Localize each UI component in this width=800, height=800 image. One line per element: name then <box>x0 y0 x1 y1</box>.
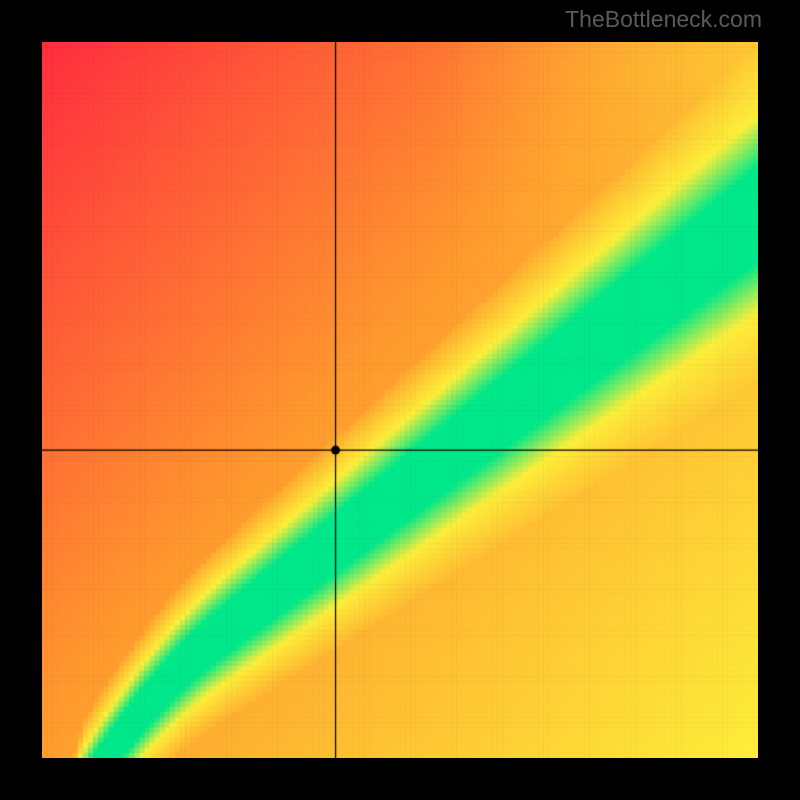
chart-frame: TheBottleneck.com <box>0 0 800 800</box>
chart-area <box>42 42 758 758</box>
watermark-text: TheBottleneck.com <box>565 6 762 33</box>
bottleneck-heatmap <box>42 42 758 758</box>
